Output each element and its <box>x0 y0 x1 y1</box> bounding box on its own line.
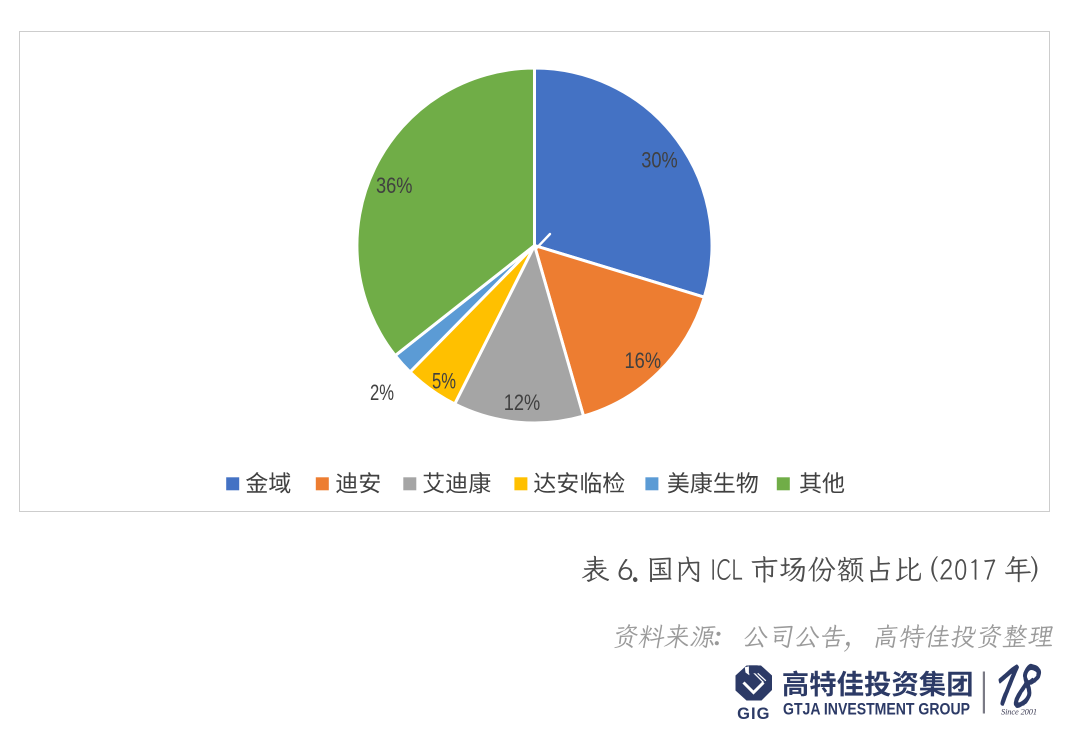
svg-text:GTJA INVESTMENT GROUP: GTJA INVESTMENT GROUP <box>783 701 970 719</box>
svg-text:36%: 36% <box>376 173 413 198</box>
svg-text:2%: 2% <box>370 380 394 405</box>
svg-text:GIG: GIG <box>737 705 770 723</box>
svg-text:Since 2001: Since 2001 <box>1001 707 1037 716</box>
svg-text:16%: 16% <box>625 348 662 373</box>
svg-text:30%: 30% <box>641 147 678 172</box>
svg-text:12%: 12% <box>504 390 541 415</box>
svg-text:5%: 5% <box>432 369 456 394</box>
